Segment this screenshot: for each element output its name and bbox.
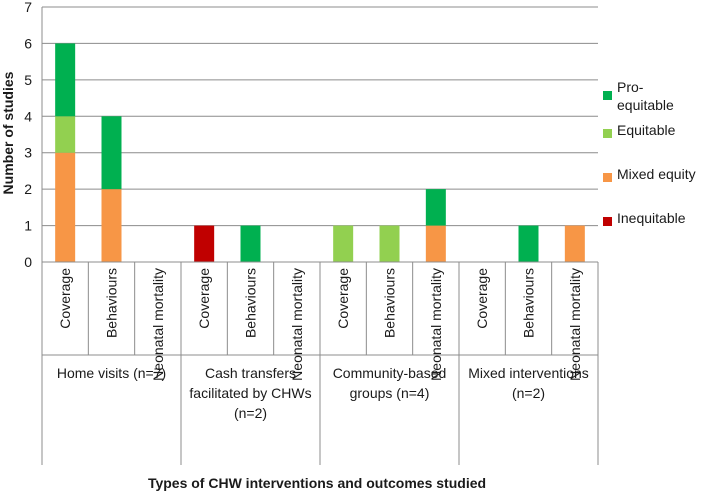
group-label: Home visits (n=7) — [57, 365, 166, 381]
y-tick-label: 0 — [24, 254, 32, 270]
category-label: Coverage — [474, 268, 490, 329]
y-tick-label: 6 — [24, 35, 32, 51]
legend-swatch — [603, 129, 612, 138]
bar-segment-pro-equitable — [518, 225, 539, 262]
y-tick-label: 4 — [24, 108, 32, 124]
legend-swatch — [603, 173, 612, 182]
gridlines — [42, 6, 598, 227]
x-axis-labels: Coverage Behaviours Neonatal mortality Cove… — [57, 268, 589, 421]
axes — [41, 7, 599, 465]
category-label: Neonatal mortality — [289, 268, 305, 381]
legend-swatch — [603, 217, 612, 226]
y-tick-label: 2 — [24, 181, 32, 197]
category-label: Coverage — [196, 268, 212, 329]
y-axis-ticks: 0 1 2 3 4 5 6 7 — [24, 0, 32, 270]
y-tick-label: 7 — [24, 0, 32, 15]
category-label: Coverage — [57, 268, 73, 329]
legend-swatch — [603, 91, 612, 100]
category-label: Neonatal mortality — [567, 268, 583, 381]
bar-segment-inequitable — [194, 225, 215, 262]
legend-entry: Equitable — [617, 122, 676, 138]
y-axis-title: Number of studies — [0, 71, 16, 194]
group-label: Community-based groups (n=4) — [333, 365, 447, 401]
bar-segment-pro-equitable — [425, 189, 446, 226]
y-tick-label: 5 — [24, 72, 32, 88]
category-label: Behaviours — [104, 268, 120, 338]
y-tick-label: 3 — [24, 145, 32, 161]
bar-segment-equitable — [379, 225, 400, 262]
bar-segment-pro-equitable — [55, 43, 76, 117]
category-label: Coverage — [335, 268, 351, 329]
bar-segment-equitable — [333, 225, 354, 262]
y-tick-label: 1 — [24, 218, 32, 234]
bar-segment-mixed-equity — [425, 225, 446, 262]
category-label: Behaviours — [521, 268, 537, 338]
bar-segment-pro-equitable — [240, 225, 261, 262]
legend: Pro-equitable Equitable Mixed equity Inequi… — [603, 79, 696, 226]
bar-segment-mixed-equity — [55, 152, 76, 262]
bar-segment-pro-equitable — [101, 116, 122, 190]
bars — [55, 43, 585, 262]
x-axis-title: Types of CHW interventions and outcomes … — [148, 475, 486, 491]
category-label: Behaviours — [382, 268, 398, 338]
category-label: Neonatal mortality — [150, 268, 166, 381]
legend-entry: Inequitable — [617, 210, 686, 226]
category-label: Behaviours — [243, 268, 259, 338]
bar-segment-mixed-equity — [101, 189, 122, 262]
group-label: Cash transfers facilitated by CHWs (n=2) — [189, 365, 311, 421]
bar-segment-equitable — [55, 116, 76, 153]
legend-entry: Mixed equity — [617, 166, 696, 182]
legend-entry: Pro-equitable — [617, 79, 674, 113]
bar-segment-mixed-equity — [564, 225, 585, 262]
group-label: Mixed interventions (n=2) — [468, 365, 589, 401]
category-label: Neonatal mortality — [428, 268, 444, 381]
